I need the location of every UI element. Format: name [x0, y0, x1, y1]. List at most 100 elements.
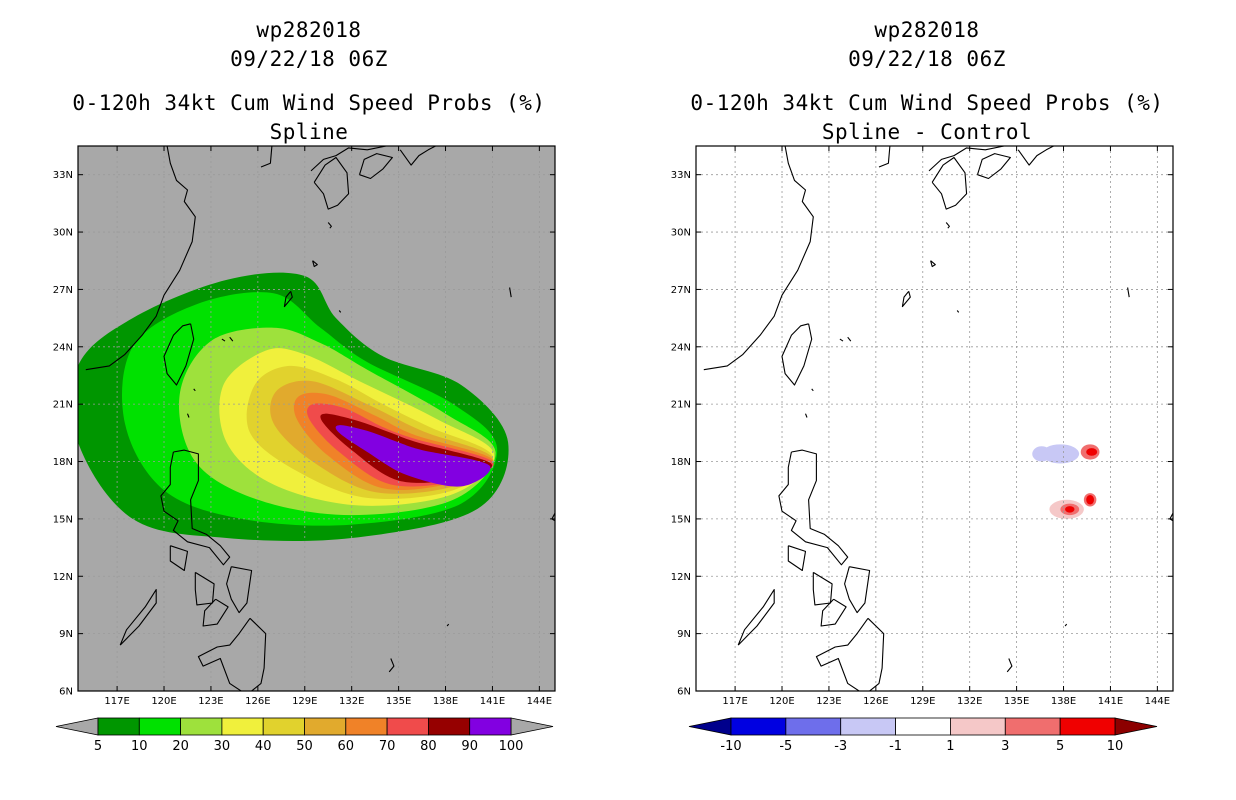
lon-tick-label: 126E: [245, 696, 270, 707]
coastline: [878, 146, 891, 168]
colorbar-label: 3: [1001, 739, 1009, 754]
map-background: [696, 146, 1173, 691]
colorbar-swatch: [221, 717, 264, 736]
coastline: [737, 589, 775, 646]
coastline: [312, 260, 318, 268]
subtitle: Spline - Control: [821, 120, 1033, 144]
colorbar-swatch: [386, 717, 429, 736]
lat-tick-label: 30N: [53, 228, 73, 239]
coastline: [446, 623, 450, 627]
coastline: [815, 617, 885, 691]
lon-tick-label: 117E: [104, 696, 129, 707]
colorbar-swatch: [1004, 717, 1061, 736]
storm-id-title: wp282018: [256, 18, 362, 42]
datetime-title: 09/22/18 06Z: [848, 47, 1006, 71]
coastline: [358, 153, 393, 180]
coastline: [956, 310, 960, 313]
lat-tick-label: 33N: [671, 170, 691, 181]
lon-tick-label: 123E: [816, 696, 841, 707]
colorbar-label: 50: [296, 739, 313, 754]
lon-tick-label: 129E: [910, 696, 935, 707]
colorbar-swatch: [895, 717, 951, 736]
coastline: [283, 290, 293, 308]
colorbar-label: 5: [94, 739, 102, 754]
lat-tick-label: 33N: [53, 170, 73, 181]
lat-tick-label: 21N: [671, 400, 691, 411]
coastline: [327, 222, 332, 229]
product-title: 0-120h 34kt Cum Wind Speed Probs (%): [72, 91, 546, 115]
difference-map: 117E 120E 123E 126E 129E 132E 135E 138E 141E 144E…: [671, 145, 1174, 754]
colorbar-over-triangle: [1114, 717, 1158, 736]
lat-tick-label: 27N: [671, 285, 691, 296]
difference-blob: [1041, 444, 1080, 464]
coastline: [820, 598, 847, 627]
coastline: [839, 338, 844, 342]
lon-tick-label: 144E: [1145, 696, 1170, 707]
coastline: [399, 146, 437, 166]
colorbar-label: 30: [214, 739, 231, 754]
lon-tick-label: 132E: [957, 696, 982, 707]
colorbar-label: 100: [499, 739, 524, 754]
lon-tick-label: 120E: [151, 696, 176, 707]
coastline: [778, 449, 849, 566]
lat-tick-label: 6N: [59, 687, 73, 698]
lat-tick-label: 12N: [53, 572, 73, 583]
map-frame: [77, 145, 556, 692]
lat-tick-label: 21N: [53, 400, 73, 411]
coastline: [163, 323, 195, 386]
coastline: [931, 156, 968, 210]
coastline: [85, 146, 196, 371]
coastline: [509, 287, 512, 298]
map-content: [696, 146, 1173, 691]
difference-blob: [1086, 494, 1095, 505]
colorbar-swatch: [427, 717, 471, 736]
difference-blob: [1032, 446, 1052, 462]
left-panel: wp282018 09/22/18 06Z 0-120h 34kt Cum Wi…: [53, 18, 556, 754]
coastline: [844, 566, 871, 614]
product-title: 0-120h 34kt Cum Wind Speed Probs (%): [690, 91, 1164, 115]
colorbar-swatch: [304, 717, 347, 736]
colorbar-swatch: [785, 717, 842, 736]
coastline: [338, 310, 342, 313]
lat-tick-label: 18N: [53, 457, 73, 468]
subtitle: Spline: [269, 120, 349, 144]
difference-blob: [1086, 448, 1098, 456]
map-frame: [695, 145, 1174, 692]
difference-blob: [1065, 506, 1075, 513]
colorbar-swatch: [840, 717, 896, 736]
lat-tick-label: 9N: [677, 629, 691, 640]
coastline: [160, 449, 231, 566]
colorbar-label: 1: [946, 739, 954, 754]
prob-contour-90: [335, 425, 491, 487]
coastline: [186, 413, 190, 418]
coastline: [197, 617, 267, 691]
coastline: [811, 388, 814, 392]
lon-tick-label: 129E: [292, 696, 317, 707]
coastline: [194, 571, 215, 606]
coastline: [1017, 146, 1055, 166]
colorbar-label: 10: [1107, 739, 1124, 754]
coastline: [193, 388, 196, 392]
coastline: [781, 323, 813, 386]
probability-map: 117E 120E 123E 126E 129E 132E 135E 138E 141E 144E…: [53, 136, 556, 754]
lat-tick-label: 30N: [671, 228, 691, 239]
lon-tick-label: 141E: [1098, 696, 1123, 707]
colorbar-label: 5: [1056, 739, 1064, 754]
colorbar-swatch: [469, 717, 512, 736]
coastline: [119, 589, 157, 646]
colorbar-label: -5: [779, 739, 792, 754]
colorbar-label: 80: [420, 739, 437, 754]
coastline: [226, 566, 253, 614]
coastline: [930, 260, 936, 268]
colorbar-label: -10: [720, 739, 741, 754]
colorbar-label: -3: [834, 739, 847, 754]
coastline: [446, 136, 471, 144]
colorbar-swatch: [345, 717, 388, 736]
colorbar-label: -1: [889, 739, 902, 754]
lon-tick-label: 144E: [527, 696, 552, 707]
lat-tick-label: 24N: [671, 342, 691, 353]
lon-tick-label: 138E: [1051, 696, 1076, 707]
coastline: [847, 336, 852, 342]
colorbar-swatch: [262, 717, 305, 736]
colorbar-label: 70: [379, 739, 396, 754]
